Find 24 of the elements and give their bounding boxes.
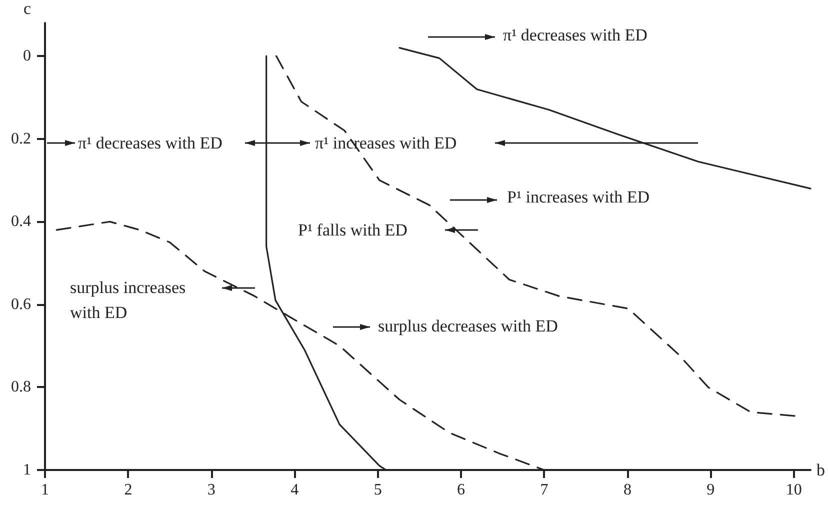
y-tick-label: 0.6 xyxy=(11,296,31,313)
x-tick-label: 10 xyxy=(786,482,802,498)
x-tick-label: 2 xyxy=(124,482,132,498)
y-tick-label: 0.8 xyxy=(11,378,31,396)
y-tick-label: 1 xyxy=(23,462,31,478)
x-tick-label: 1 xyxy=(41,482,49,498)
y-tick-label: 0.2 xyxy=(11,130,31,148)
annotation: P¹ increases with ED xyxy=(507,188,650,206)
annotation: surplus increases with ED xyxy=(70,278,190,322)
x-tick-label: 4 xyxy=(290,482,299,498)
x-axis-title: b xyxy=(816,460,825,480)
y-axis-title: c xyxy=(23,0,32,18)
x-tick-label: 5 xyxy=(374,482,382,498)
y-tick-label: 0 xyxy=(23,48,31,65)
x-tick-label: 9 xyxy=(706,482,715,498)
annotation: π¹ decreases with ED xyxy=(78,134,222,152)
y-tick-label: 0.4 xyxy=(11,213,31,230)
x-tick-label: 3 xyxy=(207,482,216,498)
x-tick-label: 6 xyxy=(457,482,466,498)
annotation: P¹ falls with ED xyxy=(298,220,408,240)
annotation: surplus decreases with ED xyxy=(378,316,558,336)
annotation: π¹ decreases with ED xyxy=(503,26,648,44)
x-tick-label: 7 xyxy=(540,482,548,498)
x-tick-label: 8 xyxy=(623,482,632,498)
